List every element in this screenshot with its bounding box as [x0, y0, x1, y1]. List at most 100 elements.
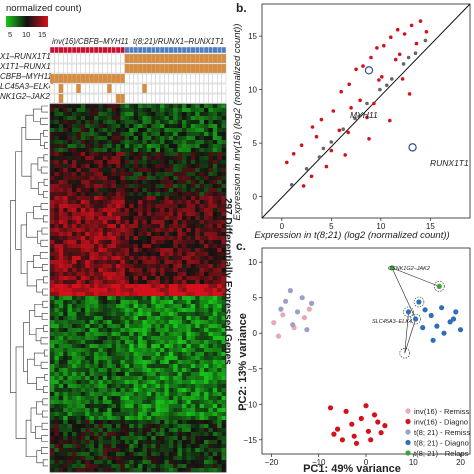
heatmap-cell [212, 232, 218, 237]
heatmap-cell [116, 164, 121, 169]
heatmap-cell [89, 376, 95, 381]
heatmap-cell [212, 460, 218, 465]
heatmap-cell [76, 124, 82, 129]
fusion-cell [80, 63, 86, 74]
heatmap-cell [190, 272, 196, 277]
heatmap-cell [142, 148, 148, 153]
heatmap-cell [124, 336, 130, 341]
heatmap-cell [58, 468, 64, 473]
heatmap-cell [199, 148, 205, 153]
sample-point [420, 325, 426, 331]
gene-point [377, 78, 381, 82]
heatmap-cell [155, 412, 161, 417]
heatmap-cell [120, 156, 126, 161]
heatmap-cell [133, 280, 139, 285]
heatmap-cell [138, 284, 143, 289]
heatmap-cell [212, 348, 218, 353]
heatmap-cell [160, 392, 165, 397]
heatmap-cell [212, 332, 218, 337]
heatmap-cell [89, 320, 95, 325]
heatmap-cell [80, 296, 86, 301]
heatmap-cell [177, 240, 183, 245]
heatmap-cell [212, 132, 218, 137]
heatmap-cell [177, 188, 183, 193]
heatmap-cell [102, 176, 108, 181]
heatmap-cell [151, 192, 156, 197]
heatmap-cell [124, 156, 130, 161]
heatmap-cell [142, 344, 148, 349]
heatmap-cell [129, 252, 134, 257]
heatmap-cell [129, 448, 134, 453]
heatmap-cell [160, 372, 165, 377]
heatmap-cell [89, 248, 95, 253]
heatmap-cell [221, 280, 227, 285]
heatmap-cell [111, 396, 117, 401]
heatmap-cell [160, 292, 165, 297]
heatmap-cell [89, 448, 95, 453]
heatmap-cell [146, 344, 152, 349]
heatmap-cell [107, 328, 112, 333]
heatmap-cell [85, 404, 90, 409]
sample-point [457, 327, 464, 333]
heatmap-cell [89, 368, 95, 373]
heatmap-cell [151, 336, 156, 341]
heatmap-cell [129, 424, 134, 429]
heatmap-cell [98, 212, 104, 217]
heatmap-cell [186, 196, 192, 201]
heatmap-cell [111, 104, 117, 109]
heatmap-cell [58, 312, 64, 317]
heatmap-cell [120, 400, 126, 405]
heatmap-cell [98, 432, 104, 437]
heatmap-cell [76, 268, 82, 273]
heatmap-cell [151, 288, 156, 293]
heatmap-cell [129, 204, 134, 209]
heatmap-cell [160, 352, 165, 357]
fusion-cell [93, 63, 99, 74]
heatmap-cell [204, 180, 209, 185]
heatmap-cell [186, 180, 192, 185]
fusion-cell [146, 53, 152, 64]
heatmap-cell [146, 384, 152, 389]
heatmap-cell [72, 172, 77, 177]
heatmap-cell [116, 360, 121, 365]
heatmap-cell [151, 408, 156, 413]
heatmap-cell [204, 348, 209, 353]
heatmap-cell [212, 108, 218, 113]
heatmap-cell [142, 252, 148, 257]
heatmap-cell [111, 108, 117, 113]
heatmap-cell [168, 296, 174, 301]
heatmap-cell [138, 136, 143, 141]
heatmap-cell [177, 104, 183, 109]
heatmap-cell [129, 216, 134, 221]
heatmap-cell [80, 400, 86, 405]
heatmap-cell [76, 356, 82, 361]
heatmap-cell [94, 468, 99, 473]
heatmap-cell [67, 252, 73, 257]
heatmap-cell [120, 460, 126, 465]
heatmap-cell [63, 192, 68, 197]
heatmap-cell [111, 180, 117, 185]
heatmap-cell [116, 256, 121, 261]
heatmap-cell [124, 440, 130, 445]
heatmap-cell [76, 296, 82, 301]
heatmap-cell [195, 172, 200, 177]
heatmap-cell [142, 200, 148, 205]
heatmap-cell [217, 160, 222, 165]
heatmap-cell [146, 404, 152, 409]
heatmap-cell [98, 356, 104, 361]
heatmap-cell [195, 388, 200, 393]
heatmap-cell [190, 372, 196, 377]
heatmap-cell [177, 288, 183, 293]
heatmap-cell [168, 436, 174, 441]
heatmap-cell [168, 156, 174, 161]
gene-point [314, 134, 319, 139]
heatmap-cell [72, 328, 77, 333]
heatmap-cell [221, 248, 227, 253]
heatmap-cell [142, 280, 148, 285]
heatmap-cell [63, 284, 68, 289]
heatmap-cell [173, 200, 178, 205]
heatmap-cell [133, 112, 139, 117]
heatmap-cell [98, 312, 104, 317]
heatmap-cell [58, 404, 64, 409]
heatmap-cell [89, 336, 95, 341]
